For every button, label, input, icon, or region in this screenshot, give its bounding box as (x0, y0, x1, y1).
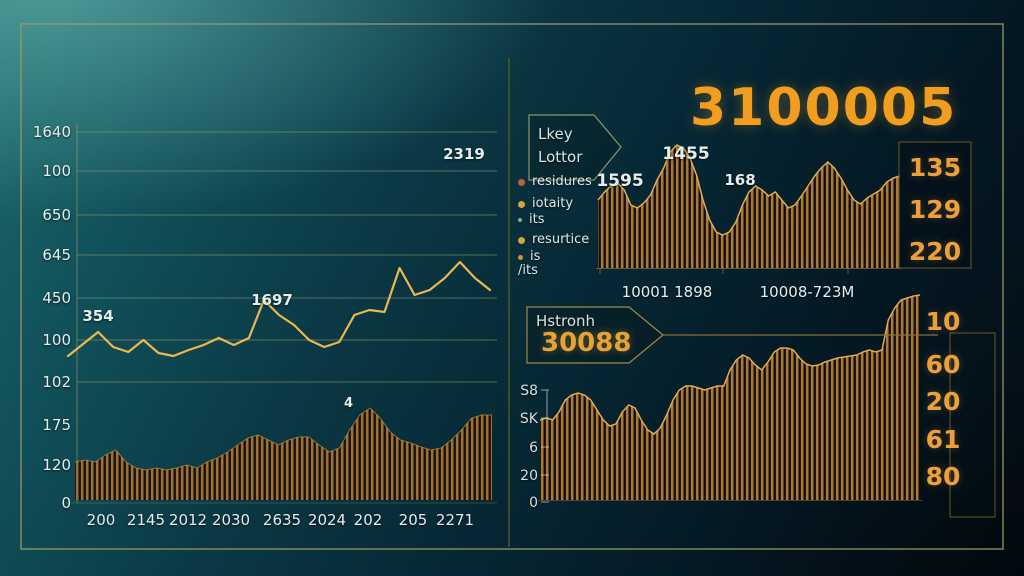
left-x-label: 202 (353, 511, 383, 529)
right-bottom-area-series (540, 295, 920, 500)
right-bottom-y-label: 6 (529, 440, 538, 456)
legend-item-label: is (530, 249, 541, 264)
line-annotation: 354 (82, 307, 114, 325)
right-bottom-y-ticks (541, 389, 549, 503)
bottom-stat-value: 10 (925, 307, 961, 336)
legend-item-label: iotaity (532, 196, 574, 211)
tag-top-label-line1: Lkey (538, 125, 573, 143)
tag-bottom-badge (526, 306, 664, 364)
left-x-label: 2012 (168, 511, 208, 529)
right-bottom-y-label: 0 (529, 495, 538, 511)
legend-item: iotaity (518, 194, 573, 214)
left-y-label: 175 (42, 416, 71, 434)
left-line-series (66, 260, 492, 358)
legend-item-label: its (529, 212, 545, 227)
legend-dot-icon (518, 178, 525, 186)
left-x-label: 2145 (126, 511, 166, 529)
stat-value: 135 (908, 153, 962, 182)
left-y-label: 100 (42, 331, 71, 349)
left-x-label: 200 (86, 511, 116, 529)
left-bar-area-series (75, 408, 492, 500)
legend-dot-icon (518, 200, 525, 208)
left-bar-area-outline (74, 407, 492, 471)
legend-item-label: resurtice (532, 232, 590, 247)
kpi-big-number: 3100005 (690, 78, 958, 138)
legend-item: resurtice (518, 230, 589, 250)
bottom-stat-value: 80 (925, 462, 961, 491)
stat-box-bottom (949, 332, 996, 518)
legend-item-label: residures (532, 174, 592, 189)
left-y-label: 120 (42, 456, 71, 474)
left-y-label: 102 (42, 373, 71, 391)
tag-top-label-line2: Lottor (538, 148, 583, 166)
area-annotation: 168 (724, 171, 756, 189)
right-top-x-label: 10008-723M (759, 283, 855, 301)
bottom-stat-value: 60 (925, 350, 961, 379)
line-annotation: 2319 (443, 145, 485, 163)
right-top-x-label: 10001 1898 (621, 283, 713, 301)
right-bottom-y-label: 20 (520, 468, 538, 484)
legend-dot-icon (518, 236, 525, 244)
tag-top-badge (528, 114, 622, 181)
left-x-label: 2030 (211, 511, 251, 529)
bottom-stat-value: 20 (925, 387, 961, 416)
legend-item: its (518, 210, 544, 230)
left-y-label: 100 (42, 162, 71, 180)
legend-item: is (518, 247, 540, 267)
left-x-label: 205 (398, 511, 428, 529)
legend-item: residures (518, 172, 592, 192)
right-top-axis-ticks (599, 268, 849, 274)
line-annotation: 1697 (251, 291, 293, 309)
area-annotation: 1595 (596, 171, 644, 191)
left-gridlines (77, 131, 497, 383)
right-bottom-y-label: S8 (520, 383, 538, 399)
left-x-label: 2024 (307, 511, 347, 529)
stat-value: 220 (908, 237, 962, 266)
left-x-label: 2271 (435, 511, 475, 529)
left-y-label: 645 (42, 246, 71, 264)
frame-border (20, 23, 1004, 550)
bar-annotation: 4 (344, 396, 354, 411)
legend-item: /its (518, 261, 538, 281)
legend-dot-icon (518, 218, 522, 222)
stat-box-top (898, 141, 972, 269)
stat-value: 129 (908, 195, 962, 224)
legend-item-label: /its (518, 263, 538, 278)
tag-bottom-label: Hstronh (536, 312, 596, 330)
left-x-label: 2635 (262, 511, 302, 529)
legend-dot-icon (518, 254, 523, 260)
right-top-area-series (598, 145, 900, 268)
right-bottom-y-label: SK (519, 411, 538, 427)
left-y-label: 450 (42, 289, 71, 307)
right-top-area-outline (597, 144, 901, 236)
tag-bottom-number: 30088 (541, 328, 632, 358)
left-y-label: 0 (61, 494, 71, 512)
area-annotation: 1455 (662, 144, 710, 164)
left-y-label: 1640 (32, 123, 71, 141)
right-bottom-area-outline (539, 294, 921, 435)
left-y-label: 650 (42, 206, 71, 224)
bottom-stat-value: 61 (925, 425, 961, 454)
